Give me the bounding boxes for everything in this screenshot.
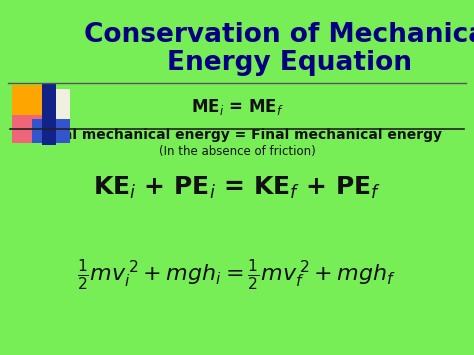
Bar (12, 115, 48, 143)
Text: (In the absence of friction): (In the absence of friction) (159, 144, 315, 158)
Text: $\frac{1}{2}mv_i^{\,2}+mgh_i=\frac{1}{2}mv_f^{\,2}+mgh_f$: $\frac{1}{2}mv_i^{\,2}+mgh_i=\frac{1}{2}… (77, 257, 397, 293)
Bar (32, 119, 70, 143)
Bar (32, 89, 70, 127)
Bar (42, 83, 56, 145)
Text: KE$_i$ + PE$_i$ = KE$_f$ + PE$_f$: KE$_i$ + PE$_i$ = KE$_f$ + PE$_f$ (93, 175, 381, 201)
Text: Conservation of Mechanical: Conservation of Mechanical (84, 22, 474, 48)
Text: Energy Equation: Energy Equation (167, 50, 412, 76)
Bar (12, 85, 48, 121)
Text: Initial mechanical energy = Final mechanical energy: Initial mechanical energy = Final mechan… (32, 128, 442, 142)
Text: ME$_i$ = ME$_f$: ME$_i$ = ME$_f$ (191, 97, 283, 117)
